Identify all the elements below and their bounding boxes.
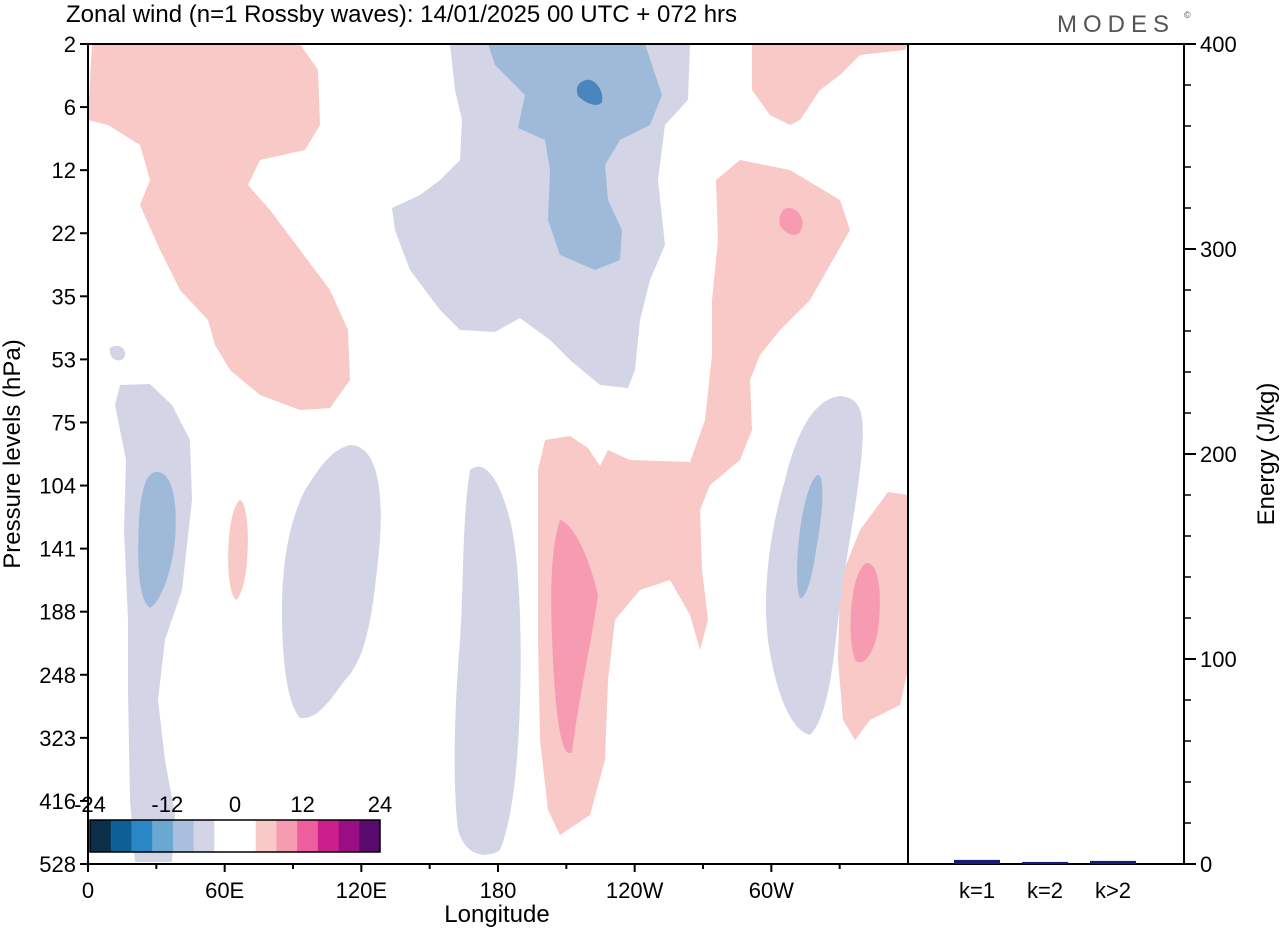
x-tick-label: 120W (606, 878, 664, 903)
energy-tick-label: 100 (1200, 647, 1237, 672)
energy-bar (1090, 860, 1136, 864)
colorbar-tick-label: 0 (229, 792, 241, 817)
contour-neg1-west-long (115, 384, 192, 862)
energy-category-label: k=2 (1027, 878, 1063, 903)
colorbar-swatch (235, 820, 257, 852)
y-tick-label: 248 (39, 663, 76, 688)
energy-bar (1022, 861, 1068, 864)
energy-bars (954, 859, 1136, 864)
contour-neg2-upper (488, 44, 662, 270)
y-tick-label: 22 (52, 221, 76, 246)
x-tick-label: 120E (336, 878, 387, 903)
energy-frame (907, 43, 1185, 865)
x-tick-label: 0 (82, 878, 94, 903)
pressure-axis: 2 6 12 22 35 53 75 104 141 188 248 323 416 528 (39, 32, 88, 877)
brand-logo: MODES (1057, 11, 1175, 38)
contour-neg1-mid-west (282, 445, 381, 719)
colorbar-swatch (276, 820, 298, 852)
colorbar-swatch (172, 820, 195, 852)
contour-neg1-dateline (454, 466, 521, 855)
energy-axis: 0 100 200 300 400 (1184, 32, 1237, 877)
colorbar-swatch (131, 820, 153, 852)
energy-axis-label: Energy (J/kg) (1253, 383, 1280, 526)
colorbar-frame (89, 819, 381, 853)
contour-pos2-core-central (551, 520, 598, 754)
y-tick-label: 2 (64, 32, 76, 57)
contour-pos1-central (538, 160, 850, 835)
colorbar-swatch (317, 820, 340, 852)
colorbar-swatch (152, 820, 174, 852)
y-tick-label: 75 (52, 410, 76, 435)
colorbar-tick-label: 12 (290, 792, 314, 817)
y-tick-label: 104 (39, 474, 76, 499)
y-tick-label: 141 (39, 537, 76, 562)
y-tick-label: 323 (39, 726, 76, 751)
contour-neg2-west (138, 471, 176, 608)
colorbar-swatch (193, 820, 215, 852)
contour-field (88, 44, 908, 862)
contour-pos2-core-east (850, 563, 880, 663)
x-axis-label: Longitude (444, 901, 549, 928)
x-tick-label: 60W (749, 878, 794, 903)
contour-pos1-small (228, 500, 248, 600)
longitude-axis: 0 60E 120E 180 120W 60W (82, 864, 841, 903)
y-axis-label: Pressure levels (hPa) (0, 339, 26, 568)
contour-pos1-upper-west (88, 44, 350, 410)
colorbar-tick-label: -12 (151, 792, 183, 817)
brand-copyright-mark: © (1184, 10, 1191, 20)
chart-title: Zonal wind (n=1 Rossby waves): 14/01/202… (66, 1, 737, 28)
energy-category-label: k=1 (959, 878, 995, 903)
colorbar-labels: -24 -12 0 12 24 (74, 792, 392, 817)
colorbar-swatch (297, 820, 319, 852)
energy-bar (954, 859, 1000, 864)
y-tick-label: 188 (39, 600, 76, 625)
y-tick-label: 6 (64, 95, 76, 120)
contour-pos1-upper-east (752, 44, 908, 125)
contour-neg2-east (797, 475, 823, 599)
energy-tick-label: 300 (1200, 237, 1237, 262)
y-tick-label: 53 (52, 347, 76, 372)
colorbar-swatch (90, 820, 112, 852)
contour-neg1-east (765, 396, 863, 735)
contour-neg1-dot (109, 345, 126, 361)
colorbar-tick-label: 24 (368, 792, 392, 817)
energy-bar-labels: k=1 k=2 k>2 (959, 878, 1131, 903)
colorbar-swatch (110, 820, 132, 852)
energy-category-label: k>2 (1095, 878, 1131, 903)
contour-pos2-core-upper (779, 208, 803, 235)
colorbar-swatch (359, 820, 381, 852)
y-tick-label: 528 (39, 852, 76, 877)
x-tick-label: 180 (480, 878, 517, 903)
colorbar-tick-label: -24 (74, 792, 106, 817)
energy-tick-label: 200 (1200, 442, 1237, 467)
colorbar-swatch (338, 820, 360, 852)
colorbar-swatch (214, 820, 236, 852)
y-tick-label: 35 (52, 284, 76, 309)
colorbar-swatch (255, 820, 277, 852)
x-tick-label: 60E (205, 878, 244, 903)
y-tick-label: 416 (39, 789, 76, 814)
energy-tick-label: 400 (1200, 32, 1237, 57)
y-tick-label: 12 (52, 158, 76, 183)
contour-neg3-core (576, 79, 603, 105)
energy-tick-label: 0 (1200, 852, 1212, 877)
colorbar (89, 819, 381, 853)
